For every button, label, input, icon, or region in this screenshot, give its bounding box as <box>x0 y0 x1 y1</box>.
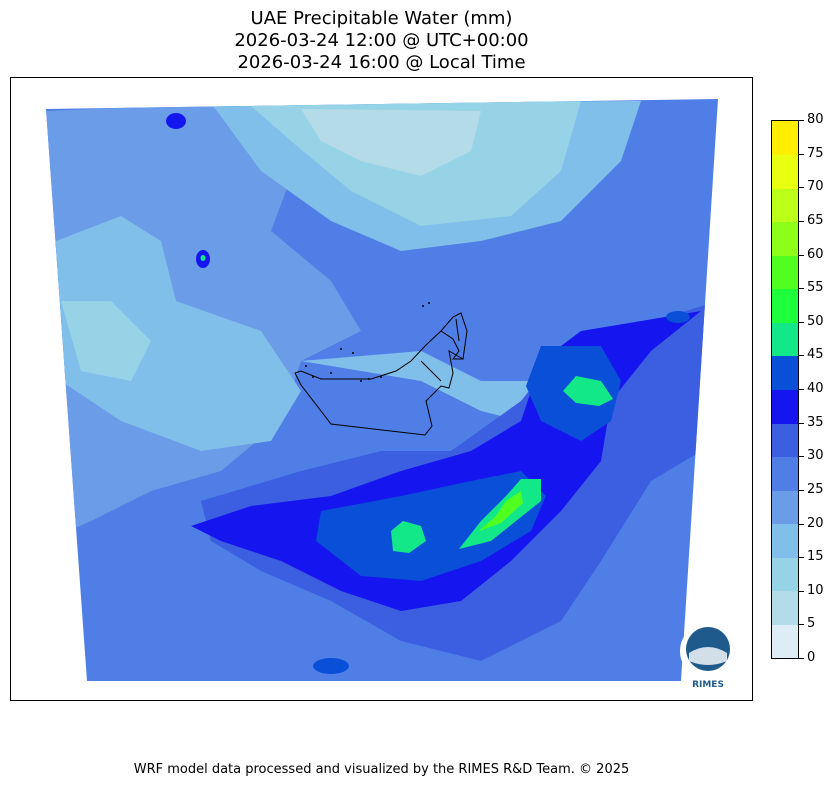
colorbar-tick <box>799 288 804 290</box>
colorbar-tick-label: 70 <box>807 179 824 195</box>
colorbar-tick-label: 50 <box>807 313 824 329</box>
colorbar-tick-label: 0 <box>807 650 816 665</box>
uae-boundary <box>294 312 468 436</box>
high-spot-nw <box>200 255 206 261</box>
colorbar-tick-label: 5 <box>807 616 816 632</box>
contour-darkest-south <box>316 471 546 581</box>
colorbar-tick-label: 25 <box>807 481 824 497</box>
colorbar-tick-label: 60 <box>807 246 824 262</box>
map-title: UAE Precipitable Water (mm) <box>250 8 513 29</box>
colorbar-band <box>772 322 798 357</box>
colorbar-band <box>772 121 798 156</box>
colorbar-tick <box>799 389 804 390</box>
colorbar-tick <box>799 120 804 121</box>
colorbar-band <box>772 389 798 424</box>
dark-spot-e <box>666 311 690 323</box>
colorbar-band <box>772 590 798 625</box>
colorbar-tick <box>799 489 804 491</box>
contour-light-west <box>56 216 301 451</box>
colorbar-band <box>772 288 798 323</box>
local-time: 2026-03-24 16:00 @ Local Time <box>237 52 526 73</box>
contour-lighter-west <box>61 301 151 381</box>
colorbar-tick-label: 55 <box>807 280 824 296</box>
colorbar-tick <box>799 422 804 424</box>
contour-higher-south <box>479 491 523 531</box>
colorbar-band <box>772 557 798 592</box>
colorbar <box>771 120 799 659</box>
dark-spot-se <box>313 658 349 674</box>
colorbar-tick <box>799 254 804 256</box>
svg-text:RIMES: RIMES <box>692 680 724 690</box>
colorbar-band <box>772 456 798 491</box>
contour-high-south-1 <box>391 521 426 553</box>
colorbar-tick <box>799 557 804 559</box>
colorbar-tick-label: 80 <box>807 112 824 127</box>
colorbar-band <box>772 221 798 256</box>
colorbar-band <box>772 523 798 558</box>
precipitable-water-map: RIMES <box>46 99 736 690</box>
colorbar-tick-label: 10 <box>807 582 824 598</box>
colorbar-tick <box>799 187 804 189</box>
colorbar-band <box>772 355 798 390</box>
colorbar-tick <box>799 624 804 626</box>
coastline-detail <box>420 318 463 382</box>
colorbar-tick-label: 75 <box>807 145 824 161</box>
islands <box>305 302 430 382</box>
colorbar-tick <box>799 355 804 357</box>
map-panel: RIMES <box>10 77 753 701</box>
colorbar-band <box>772 188 798 223</box>
footer-credit: WRF model data processed and visualized … <box>133 762 630 777</box>
colorbar-tick-label: 15 <box>807 549 824 565</box>
contour-high-east <box>563 376 613 406</box>
colorbar-band <box>772 154 798 189</box>
colorbar-band <box>772 490 798 525</box>
colorbar-tick <box>799 321 804 323</box>
dark-spot-nw-1 <box>166 113 186 129</box>
rimes-logo: RIMES <box>680 623 736 690</box>
colorbar-band <box>772 423 798 458</box>
colorbar-tick-label: 45 <box>807 347 824 363</box>
colorbar-tick <box>799 456 804 458</box>
colorbar-tick <box>799 658 804 659</box>
utc-time: 2026-03-24 12:00 @ UTC+00:00 <box>234 30 529 51</box>
colorbar-tick <box>799 523 804 525</box>
colorbar-tick-label: 30 <box>807 448 824 464</box>
colorbar-tick <box>799 220 804 222</box>
colorbar-tick <box>799 153 804 155</box>
contour-lightest-north <box>301 109 481 176</box>
colorbar-tick-label: 35 <box>807 414 824 430</box>
colorbar-tick-label: 20 <box>807 515 824 531</box>
colorbar-band <box>772 255 798 290</box>
colorbar-band <box>772 624 798 658</box>
colorbar-tick-label: 40 <box>807 381 824 396</box>
colorbar-tick <box>799 590 804 592</box>
colorbar-tick-label: 65 <box>807 212 824 228</box>
